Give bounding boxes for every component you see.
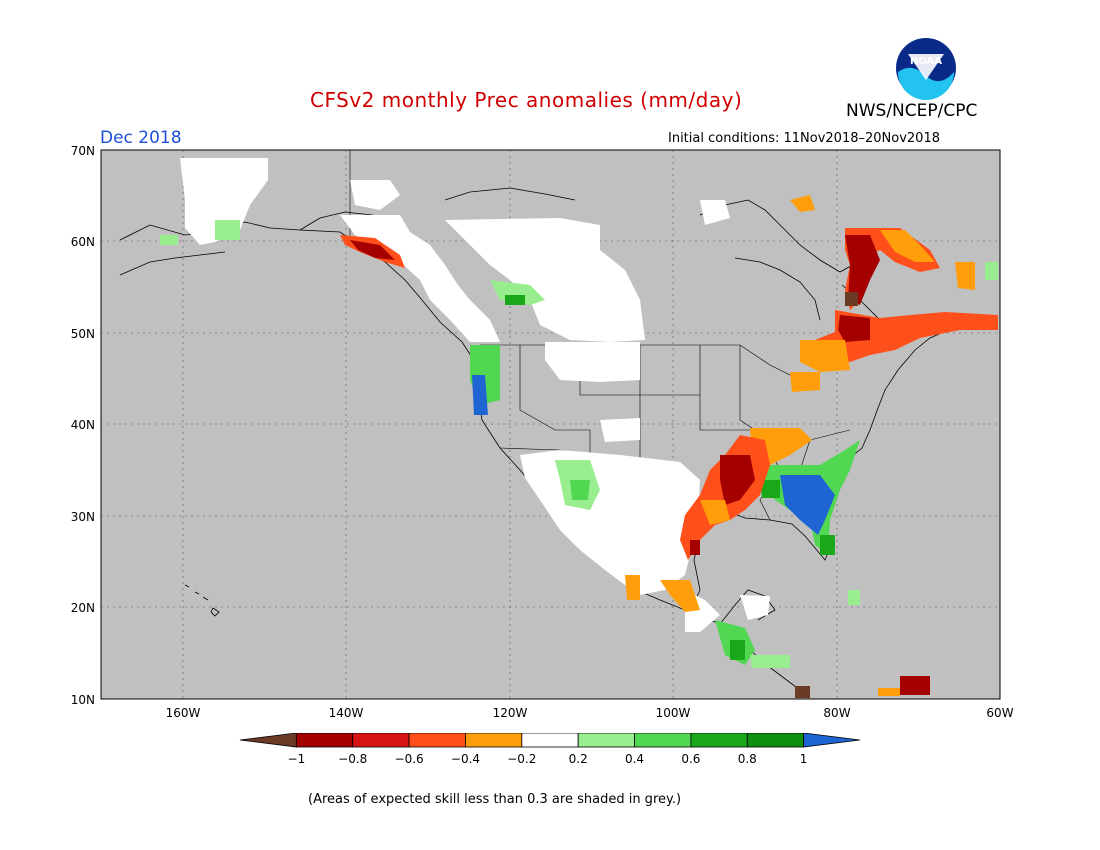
hawaii-islands — [184, 584, 220, 617]
colorbar-tick-label: −0.2 — [507, 752, 537, 766]
forecast-period: Dec 2018 — [100, 128, 182, 148]
colorbar-segment — [690, 733, 748, 748]
svg-text:140W: 140W — [329, 706, 364, 720]
colorbar-segment — [577, 733, 635, 748]
colorbar — [239, 733, 861, 748]
svg-text:NOAA: NOAA — [910, 56, 942, 67]
noaa-logo: NOAA — [896, 38, 956, 100]
longitude-labels: 160W 140W 120W 100W 80W 60W — [166, 706, 1014, 720]
colorbar-segment — [803, 733, 861, 748]
chart-title: CFSv2 monthly Prec anomalies (mm/day) — [310, 88, 743, 112]
svg-text:100W: 100W — [656, 706, 691, 720]
colorbar-tick-label: −1 — [287, 752, 306, 766]
svg-text:40N: 40N — [71, 418, 95, 432]
svg-text:60W: 60W — [986, 706, 1013, 720]
svg-text:10N: 10N — [71, 693, 95, 707]
colorbar-segment — [295, 733, 354, 748]
agency-label: NWS/NCEP/CPC — [846, 101, 978, 121]
svg-text:160W: 160W — [166, 706, 201, 720]
svg-text:70N: 70N — [71, 144, 95, 158]
initial-conditions: Initial conditions: 11Nov2018–20Nov2018 — [668, 131, 940, 146]
colorbar-tick-label: 0.2 — [568, 752, 588, 766]
colorbar-segment — [521, 733, 579, 748]
svg-text:80W: 80W — [823, 706, 850, 720]
colorbar-segment — [465, 733, 523, 748]
svg-text:120W: 120W — [493, 706, 528, 720]
negative-regions — [340, 195, 998, 698]
colorbar-segment — [408, 733, 466, 748]
colorbar-tick-label: 0.8 — [737, 752, 757, 766]
colorbar-tick-label: 0.4 — [624, 752, 645, 766]
positive-regions — [160, 220, 998, 668]
colorbar-segment — [352, 733, 410, 748]
colorbar-segment — [634, 733, 692, 748]
svg-text:20N: 20N — [71, 601, 95, 615]
colorbar-tick-label: −0.6 — [394, 752, 424, 766]
svg-text:50N: 50N — [71, 327, 95, 341]
latitude-labels: 70N 60N 50N 40N 30N 20N 10N — [71, 144, 95, 707]
colorbar-tick-label: −0.8 — [338, 752, 368, 766]
colorbar-segment — [239, 733, 297, 748]
colorbar-tick-label: −0.4 — [450, 752, 481, 766]
svg-text:60N: 60N — [71, 235, 95, 249]
colorbar-tick-label: 0.6 — [681, 752, 701, 766]
colorbar-tick-label: 1 — [799, 752, 808, 766]
svg-text:30N: 30N — [71, 510, 95, 524]
colorbar-segment — [746, 733, 805, 748]
map-panel: 70N 60N 50N 40N 30N 20N 10N 160W 140W 12… — [71, 144, 1014, 720]
skill-note: (Areas of expected skill less than 0.3 a… — [308, 792, 682, 807]
